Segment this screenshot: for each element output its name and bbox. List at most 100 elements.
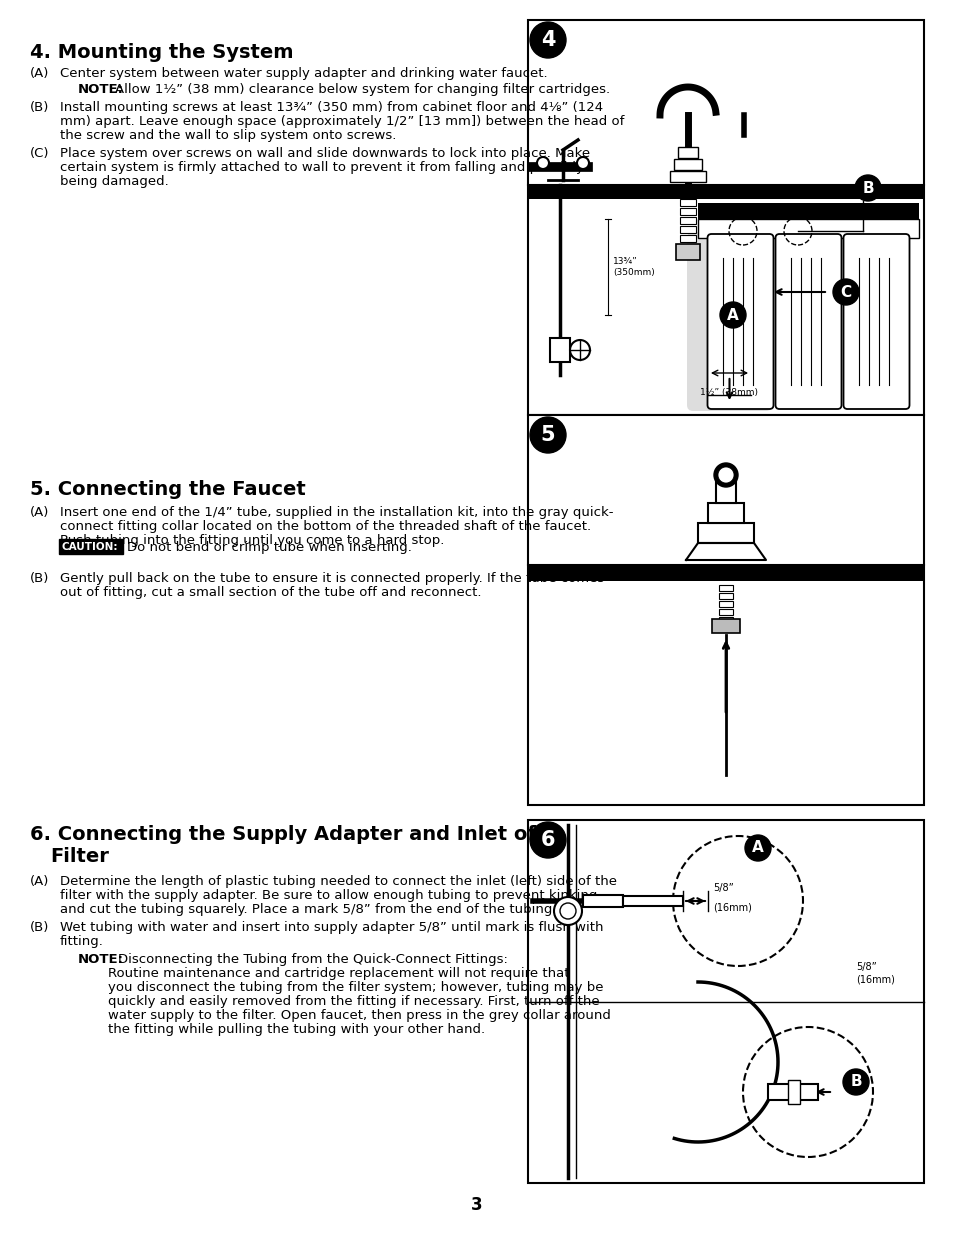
- Polygon shape: [685, 543, 765, 559]
- FancyBboxPatch shape: [719, 601, 732, 606]
- FancyBboxPatch shape: [719, 609, 732, 615]
- Text: A: A: [751, 841, 763, 856]
- Text: being damaged.: being damaged.: [60, 175, 169, 188]
- Circle shape: [744, 835, 770, 861]
- Circle shape: [530, 823, 565, 858]
- Circle shape: [832, 279, 858, 305]
- FancyBboxPatch shape: [787, 1079, 800, 1104]
- Text: (B): (B): [30, 572, 50, 585]
- Text: Install mounting screws at least 13¾” (350 mm) from cabinet floor and 4⅛” (124: Install mounting screws at least 13¾” (3…: [60, 101, 602, 114]
- Text: (A): (A): [30, 67, 50, 80]
- FancyBboxPatch shape: [527, 820, 923, 1183]
- Circle shape: [577, 157, 588, 169]
- Text: Place system over screws on wall and slide downwards to lock into place. Make: Place system over screws on wall and sli…: [60, 147, 590, 161]
- FancyBboxPatch shape: [622, 897, 682, 906]
- Text: Center system between water supply adapter and drinking water faucet.: Center system between water supply adapt…: [60, 67, 547, 80]
- Circle shape: [569, 340, 589, 359]
- Text: 3: 3: [471, 1195, 482, 1214]
- Text: the fitting while pulling the tubing with your other hand.: the fitting while pulling the tubing wit…: [108, 1023, 485, 1036]
- Text: NOTE:: NOTE:: [78, 953, 124, 966]
- FancyBboxPatch shape: [775, 233, 841, 409]
- FancyBboxPatch shape: [669, 170, 705, 182]
- FancyBboxPatch shape: [698, 522, 753, 543]
- FancyBboxPatch shape: [707, 233, 773, 409]
- Text: and cut the tubing squarely. Place a mark 5/8” from the end of the tubing.: and cut the tubing squarely. Place a mar…: [60, 903, 556, 916]
- FancyBboxPatch shape: [716, 478, 735, 503]
- Text: 5/8”: 5/8”: [855, 962, 876, 972]
- Text: Gently pull back on the tube to ensure it is connected properly. If the tube com: Gently pull back on the tube to ensure i…: [60, 572, 603, 585]
- FancyBboxPatch shape: [59, 538, 123, 555]
- Text: (B): (B): [30, 921, 50, 934]
- Text: 1½” (38mm): 1½” (38mm): [700, 388, 758, 396]
- Text: Determine the length of plastic tubing needed to connect the inlet (left) side o: Determine the length of plastic tubing n…: [60, 876, 617, 888]
- FancyBboxPatch shape: [767, 1084, 817, 1100]
- FancyBboxPatch shape: [527, 415, 923, 805]
- FancyBboxPatch shape: [679, 217, 696, 224]
- Circle shape: [537, 157, 548, 169]
- Circle shape: [530, 417, 565, 453]
- Text: 4. Mounting the System: 4. Mounting the System: [30, 43, 294, 62]
- Text: out of fitting, cut a small section of the tube off and reconnect.: out of fitting, cut a small section of t…: [60, 585, 481, 599]
- Text: (A): (A): [30, 876, 50, 888]
- Text: 6. Connecting the Supply Adapter and Inlet of: 6. Connecting the Supply Adapter and Inl…: [30, 825, 536, 844]
- Circle shape: [720, 303, 745, 329]
- Circle shape: [842, 1070, 868, 1095]
- FancyBboxPatch shape: [550, 338, 569, 362]
- FancyBboxPatch shape: [679, 226, 696, 233]
- Text: Push tubing into the fitting until you come to a hard stop.: Push tubing into the fitting until you c…: [60, 534, 444, 547]
- Text: certain system is firmly attached to wall to prevent it from falling and possibl: certain system is firmly attached to wal…: [60, 161, 583, 174]
- Text: A: A: [726, 308, 739, 322]
- FancyBboxPatch shape: [707, 503, 743, 522]
- Text: NOTE:: NOTE:: [78, 83, 124, 96]
- Text: 5: 5: [540, 425, 555, 445]
- Text: Allow 1½” (38 mm) clearance below system for changing filter cartridges.: Allow 1½” (38 mm) clearance below system…: [115, 83, 610, 96]
- FancyBboxPatch shape: [719, 618, 732, 622]
- Text: connect fitting collar located on the bottom of the threaded shaft of the faucet: connect fitting collar located on the bo…: [60, 520, 591, 534]
- Text: fitting.: fitting.: [60, 935, 104, 948]
- Text: mm) apart. Leave enough space (approximately 1/2” [13 mm]) between the head of: mm) apart. Leave enough space (approxima…: [60, 115, 623, 128]
- Text: filter with the supply adapter. Be sure to allow enough tubing to prevent kinkin: filter with the supply adapter. Be sure …: [60, 889, 597, 902]
- FancyBboxPatch shape: [698, 219, 918, 238]
- FancyBboxPatch shape: [711, 619, 740, 634]
- Circle shape: [530, 22, 565, 58]
- Text: (A): (A): [30, 506, 50, 519]
- Text: Do not bend or crimp tube when inserting.: Do not bend or crimp tube when inserting…: [127, 541, 412, 553]
- FancyBboxPatch shape: [842, 233, 908, 409]
- Text: 13¾”
(350mm): 13¾” (350mm): [613, 257, 654, 277]
- Text: Disconnecting the Tubing from the Quick-Connect Fittings:: Disconnecting the Tubing from the Quick-…: [118, 953, 507, 966]
- Text: the screw and the wall to slip system onto screws.: the screw and the wall to slip system on…: [60, 128, 395, 142]
- FancyBboxPatch shape: [527, 20, 923, 415]
- FancyBboxPatch shape: [527, 564, 923, 580]
- FancyBboxPatch shape: [582, 895, 622, 906]
- Text: Filter: Filter: [50, 847, 109, 866]
- FancyBboxPatch shape: [686, 232, 771, 411]
- Text: 5/8”: 5/8”: [712, 883, 733, 893]
- FancyBboxPatch shape: [678, 147, 698, 158]
- FancyBboxPatch shape: [679, 199, 696, 206]
- FancyBboxPatch shape: [676, 245, 700, 261]
- Text: you disconnect the tubing from the filter system; however, tubing may be: you disconnect the tubing from the filte…: [108, 981, 603, 994]
- Text: Routine maintenance and cartridge replacement will not require that: Routine maintenance and cartridge replac…: [108, 967, 569, 981]
- Text: (C): (C): [30, 147, 50, 161]
- Circle shape: [559, 903, 576, 919]
- FancyBboxPatch shape: [719, 585, 732, 592]
- Circle shape: [854, 175, 880, 201]
- Text: water supply to the filter. Open faucet, then press in the grey collar around: water supply to the filter. Open faucet,…: [108, 1009, 610, 1023]
- FancyBboxPatch shape: [719, 593, 732, 599]
- Text: B: B: [849, 1074, 861, 1089]
- Text: 6: 6: [540, 830, 555, 850]
- FancyBboxPatch shape: [679, 235, 696, 242]
- FancyBboxPatch shape: [527, 185, 923, 199]
- Text: CAUTION:: CAUTION:: [62, 542, 118, 552]
- FancyBboxPatch shape: [679, 207, 696, 215]
- Text: (B): (B): [30, 101, 50, 114]
- Text: 4: 4: [540, 30, 555, 49]
- Circle shape: [718, 467, 733, 483]
- Text: B: B: [862, 180, 873, 195]
- Text: Wet tubing with water and insert into supply adapter 5/8” until mark is flush wi: Wet tubing with water and insert into su…: [60, 921, 603, 934]
- FancyBboxPatch shape: [673, 159, 701, 170]
- Circle shape: [713, 463, 738, 487]
- FancyBboxPatch shape: [698, 203, 918, 219]
- Text: (16mm): (16mm): [712, 903, 751, 913]
- Text: C: C: [840, 284, 851, 300]
